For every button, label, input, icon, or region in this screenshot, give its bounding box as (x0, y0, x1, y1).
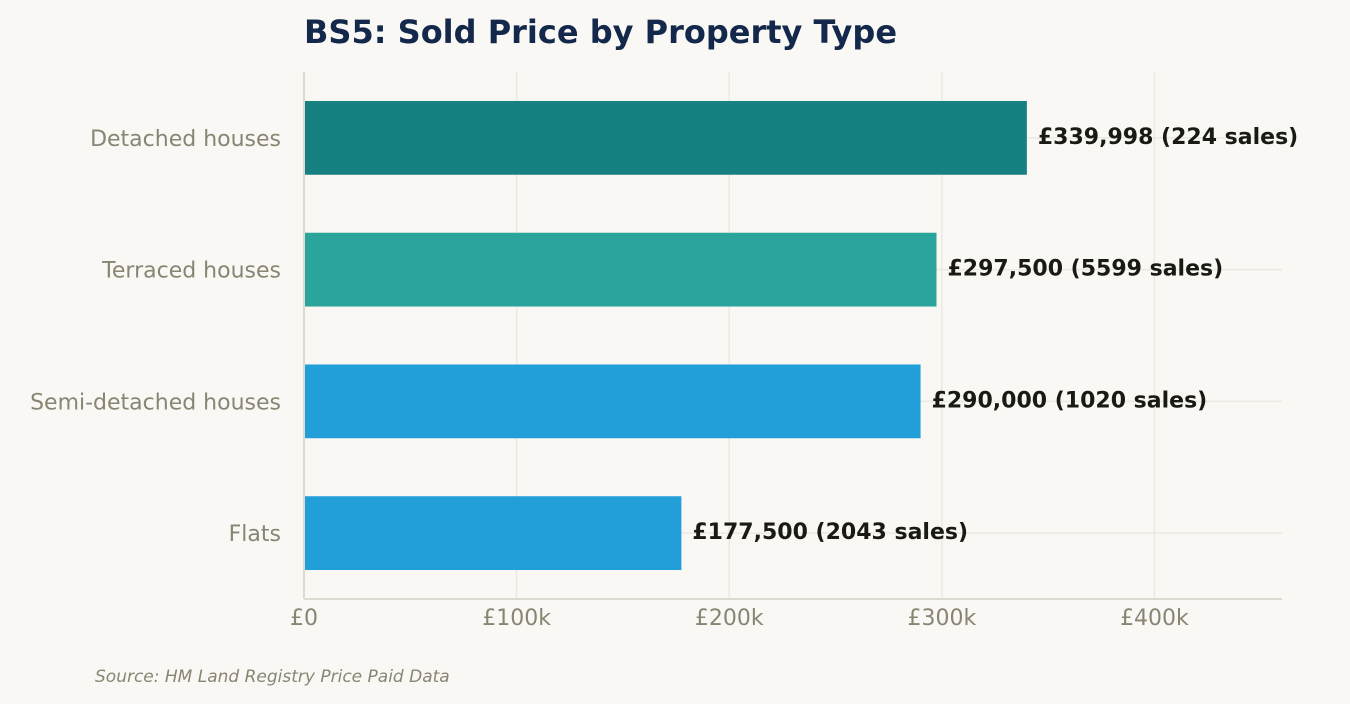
bar (304, 100, 1027, 175)
x-tick-label: £200k (695, 606, 764, 631)
bars (304, 100, 1027, 571)
category-label: Flats (229, 522, 281, 547)
bar (304, 496, 682, 571)
category-label: Detached houses (90, 127, 281, 152)
bar (304, 364, 921, 439)
category-label: Terraced houses (101, 259, 281, 284)
labels: Detached houses £339,998 (224 sales) Terra… (30, 125, 1298, 631)
value-label: £290,000 (1020 sales) (932, 388, 1208, 413)
value-label: £177,500 (2043 sales) (692, 520, 968, 545)
x-tick-label: £300k (907, 606, 976, 631)
axes (303, 72, 1282, 600)
x-tick-label: £0 (290, 606, 318, 631)
x-tick-label: £400k (1120, 606, 1189, 631)
value-label: £339,998 (224 sales) (1038, 125, 1298, 150)
x-tick-label: £100k (482, 606, 551, 631)
source-note: Source: HM Land Registry Price Paid Data (95, 667, 450, 687)
bar (304, 232, 937, 307)
category-label: Semi-detached houses (30, 390, 281, 415)
chart-title: BS5: Sold Price by Property Type (304, 13, 897, 51)
value-label: £297,500 (5599 sales) (948, 257, 1224, 282)
